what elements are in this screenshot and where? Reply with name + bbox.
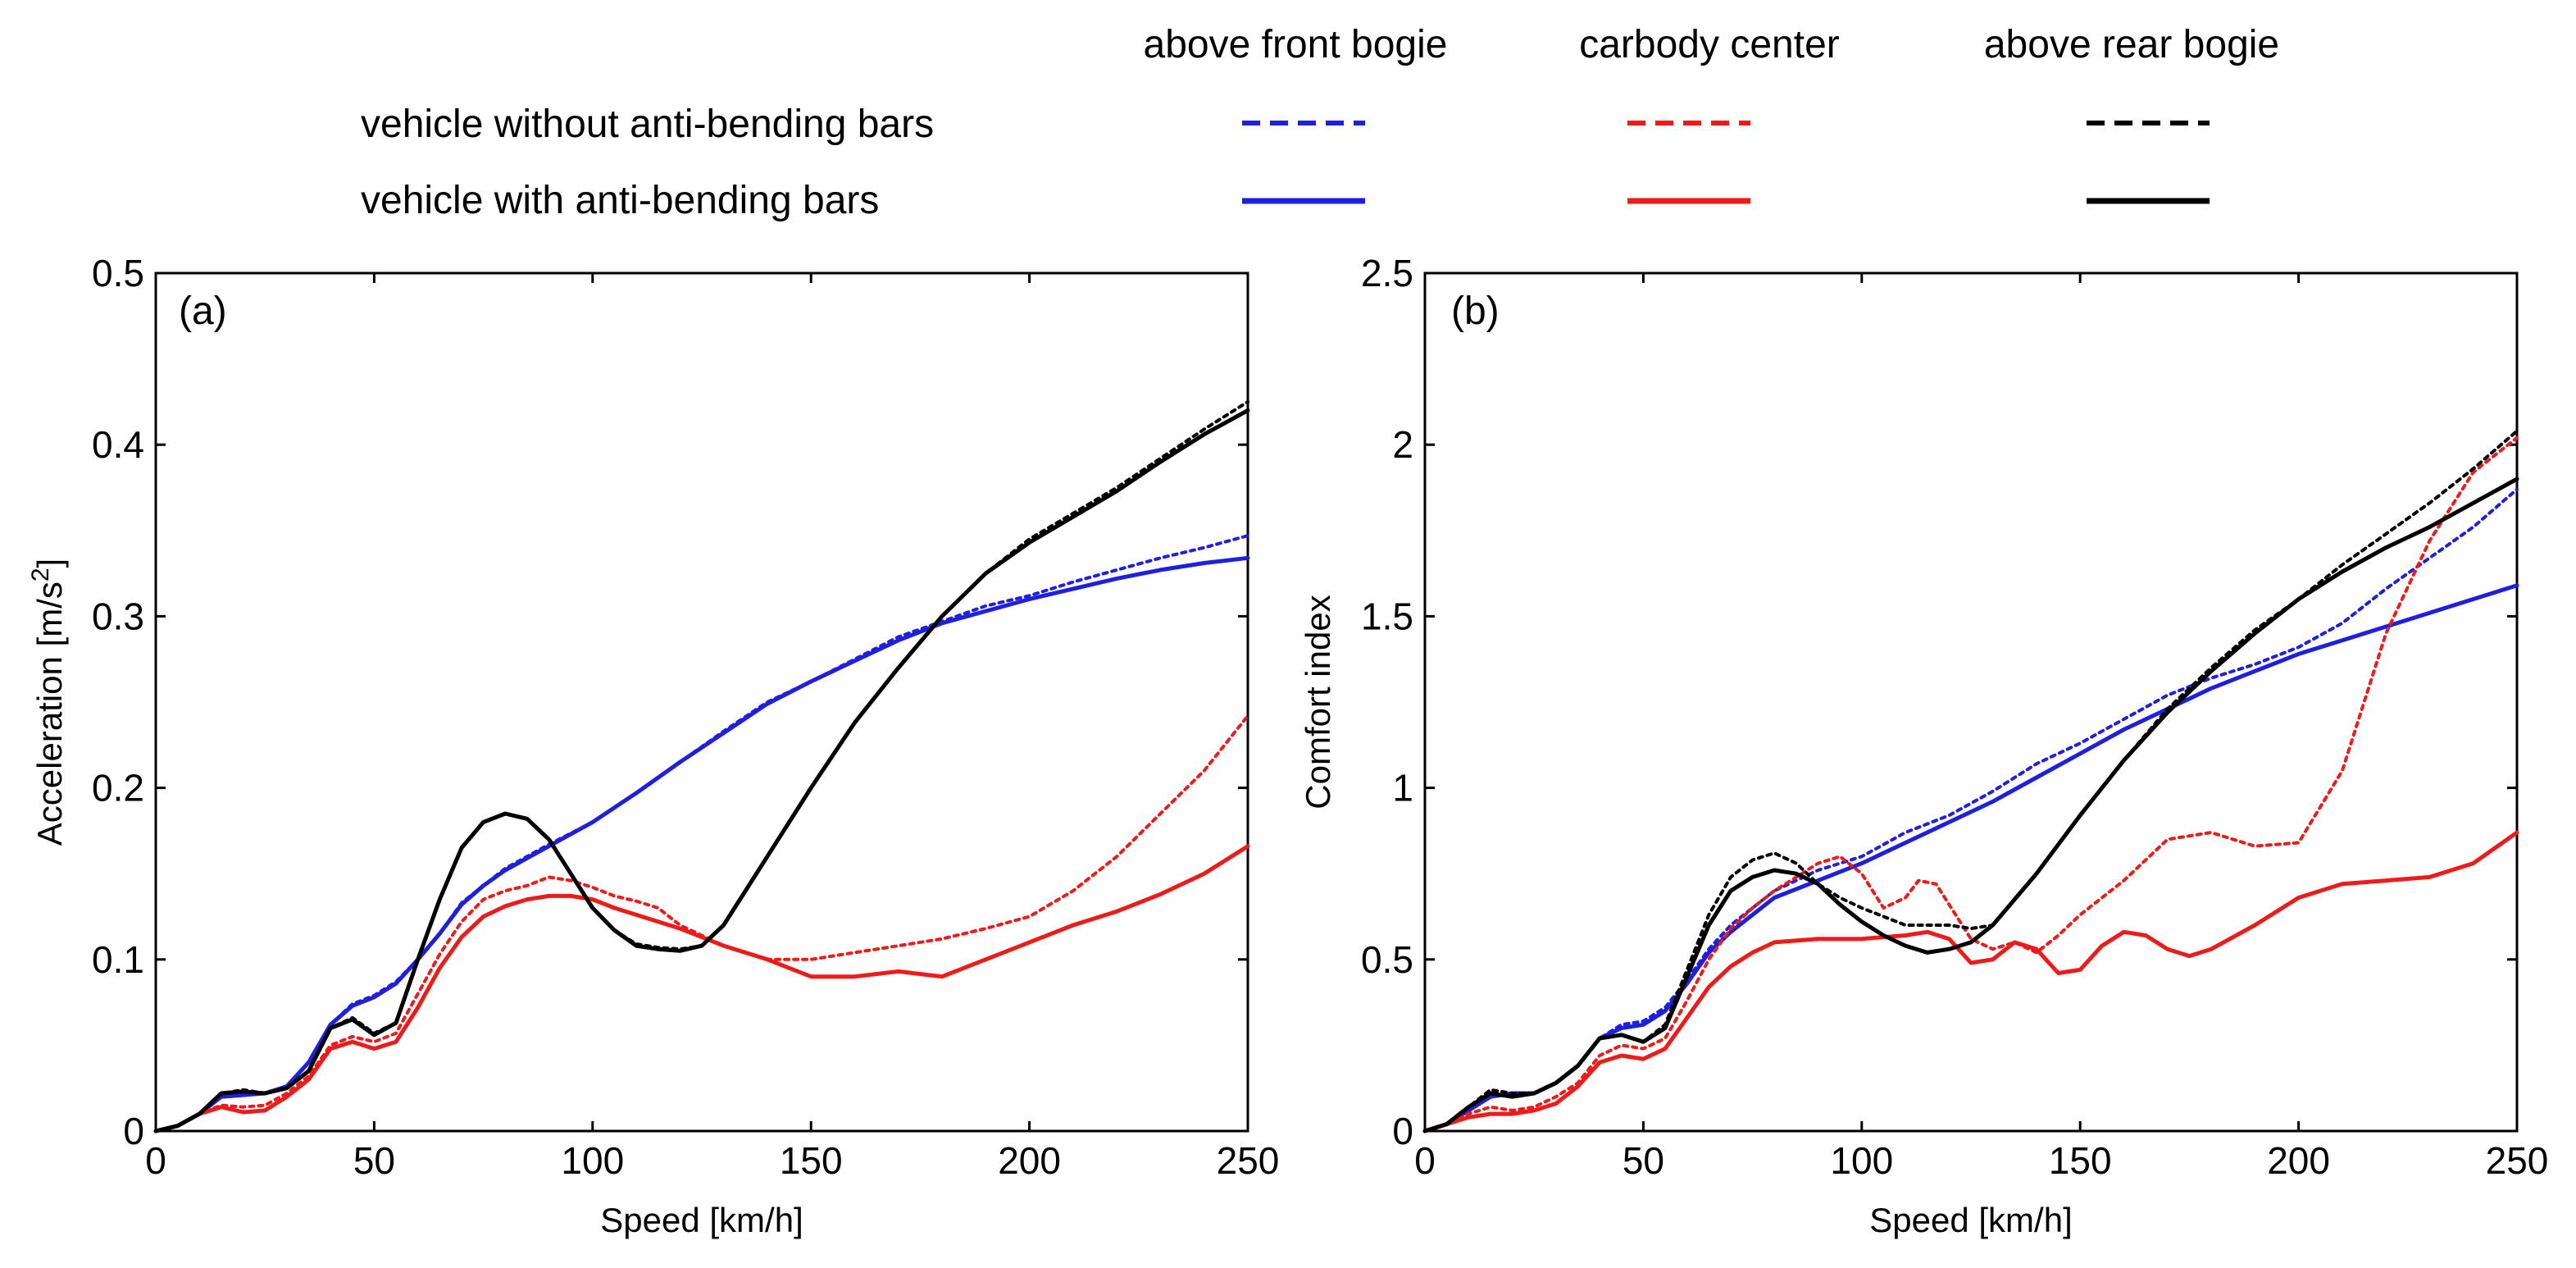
- y-tick-label-b: 0: [1392, 1110, 1413, 1152]
- plot-area-b: [1423, 271, 2519, 1133]
- y-tick-label-a: 0.1: [92, 938, 144, 981]
- ticks-a: 0 50 100 150 200 250 0 0.1 0.2 0.3 0.4 0.5: [92, 252, 1279, 1182]
- series-line-center-solid-b: [1422, 830, 2519, 1133]
- x-tick-label-b: 250: [2486, 1139, 2549, 1182]
- series-line-center-dashed-b: [1423, 436, 2519, 1133]
- series-line-rear-dashed-b: [1423, 429, 2519, 1133]
- legend-column-rear: above rear bogie: [1984, 23, 2279, 66]
- legend-column-center: carbody center: [1579, 23, 1840, 66]
- y-tick-label-b: 1.5: [1361, 595, 1413, 637]
- x-tick-label-b: 200: [2267, 1139, 2330, 1182]
- y-axis-label-b: Comfort index: [1299, 595, 1337, 809]
- y-axis-label-b-text: Comfort index: [1299, 595, 1337, 809]
- y-tick-label-a: 0.2: [92, 767, 144, 810]
- legend-column-front: above front bogie: [1144, 23, 1448, 66]
- x-tick-label-b: 50: [1623, 1139, 1664, 1182]
- y-tick-label-b: 2: [1392, 423, 1413, 466]
- x-tick-label-b: 0: [1414, 1139, 1436, 1182]
- y-tick-label-a: 0: [123, 1110, 144, 1152]
- y-axis-label-a-close: ]: [30, 559, 69, 568]
- panel-label-b: (b): [1451, 290, 1500, 333]
- y-axis-label-a-sup: 2: [27, 568, 54, 582]
- chart-panel-a: (a) Speed [km/h] Acceleration [m/s2] 0 50…: [27, 252, 1279, 1239]
- series-a: [153, 399, 1250, 1133]
- y-tick-label-a: 0.3: [92, 595, 144, 637]
- x-tick-label-a: 150: [780, 1139, 843, 1182]
- y-tick-label-b: 1: [1392, 767, 1413, 810]
- x-tick-label-a: 0: [145, 1139, 166, 1182]
- series-line-center-dashed-a: [154, 714, 1249, 1133]
- series-line-rear-solid-b: [1422, 477, 2519, 1133]
- ticks-b: 0 50 100 150 200 250 0 0.5 1 1.5 2 2.5: [1361, 252, 2548, 1182]
- x-tick-label-a: 50: [353, 1139, 395, 1182]
- series-b: [1422, 429, 2519, 1133]
- legend-row-without: vehicle without anti-bending bars: [361, 103, 934, 146]
- x-axis-label-a: Speed [km/h]: [600, 1201, 803, 1239]
- x-tick-label-a: 100: [561, 1139, 624, 1182]
- x-tick-label-a: 250: [1217, 1139, 1280, 1182]
- y-tick-label-a: 0.4: [92, 423, 144, 466]
- y-tick-label-b: 2.5: [1361, 252, 1413, 294]
- plot-area-a: [154, 271, 1249, 1133]
- x-tick-label-a: 200: [998, 1139, 1061, 1182]
- y-tick-label-b: 0.5: [1361, 938, 1413, 981]
- legend: above front bogie carbody center above r…: [361, 23, 2279, 222]
- panel-label-a: (a): [179, 290, 227, 333]
- x-tick-label-b: 150: [2049, 1139, 2112, 1182]
- x-axis-label-b: Speed [km/h]: [1869, 1201, 2072, 1239]
- legend-row-with: vehicle with anti-bending bars: [361, 179, 879, 222]
- x-tick-label-b: 100: [1830, 1139, 1893, 1182]
- y-axis-label-a-text: Acceleration [m/s: [30, 582, 69, 846]
- chart-panel-b: (b) Speed [km/h] Comfort index 0 50 100 150…: [1299, 252, 2548, 1239]
- y-axis-label-a: Acceleration [m/s2]: [27, 559, 69, 846]
- series-line-center-solid-a: [153, 844, 1250, 1133]
- series-line-rear-solid-a: [153, 408, 1250, 1133]
- y-tick-label-a: 0.5: [92, 252, 144, 294]
